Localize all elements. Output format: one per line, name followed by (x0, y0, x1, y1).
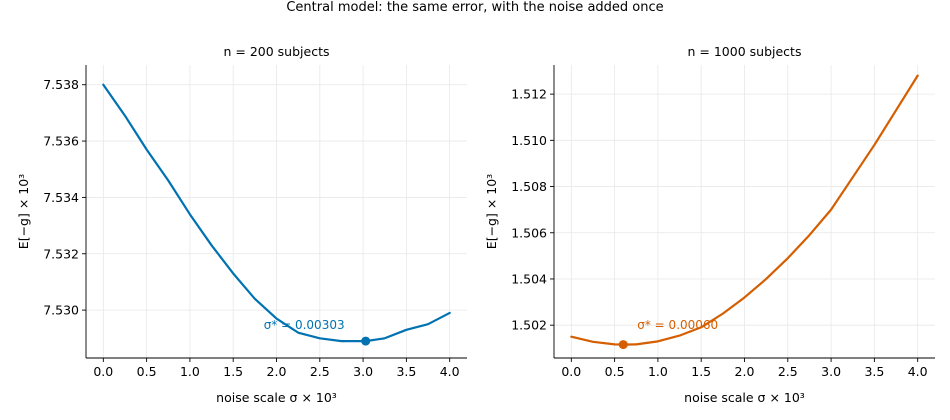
optimum-point (618, 340, 628, 350)
y-tick-label: 1.508 (511, 179, 547, 194)
x-tick-label: 2.5 (778, 364, 798, 379)
x-tick-label: 3.0 (353, 364, 373, 379)
x-tick-label: 3.0 (821, 364, 841, 379)
y-tick-label: 1.506 (511, 225, 547, 240)
series-line (102, 83, 451, 343)
y-tick-label: 1.512 (511, 87, 547, 102)
panel-title: n = 200 subjects (224, 44, 330, 59)
x-tick-label: 1.5 (691, 364, 711, 379)
x-tick-label: 0.5 (605, 364, 625, 379)
y-axis-label: E[−g] × 10³ (16, 174, 31, 249)
optimum-annotation: σ* = 0.00060 (637, 318, 718, 332)
x-tick-label: 0.0 (93, 364, 113, 379)
y-tick-label: 7.534 (43, 190, 79, 205)
optimum-point (361, 336, 371, 346)
x-axis-label: noise scale σ × 10³ (684, 390, 805, 405)
x-tick-label: 3.5 (396, 364, 416, 379)
y-tick-label: 1.510 (511, 133, 547, 148)
x-tick-label: 0.0 (561, 364, 581, 379)
x-tick-label: 1.0 (648, 364, 668, 379)
y-tick-label: 7.532 (43, 246, 79, 261)
grid (554, 65, 935, 358)
y-axis-label: E[−g] × 10³ (484, 174, 499, 249)
y-tick-label: 1.504 (511, 271, 547, 286)
x-axis-label: noise scale σ × 10³ (216, 390, 337, 405)
grid (86, 65, 467, 358)
x-tick-label: 2.0 (735, 364, 755, 379)
y-tick-label: 7.530 (43, 303, 79, 318)
x-tick-label: 1.5 (223, 364, 243, 379)
y-tick-label: 7.538 (43, 77, 79, 92)
panel-left: 0.0 0.5 1.0 1.5 2.0 2.5 3.0 3.5 4.0 7.530 7.532 7.5… (16, 44, 467, 405)
panel-right: 0.0 0.5 1.0 1.5 2.0 2.5 3.0 3.5 4.0 1.502 1.504 1.5… (484, 44, 935, 405)
x-tick-label: 2.0 (267, 364, 287, 379)
y-tick-label: 7.536 (43, 134, 79, 149)
x-tick-label: 1.0 (180, 364, 200, 379)
optimum-annotation: σ* = 0.00303 (264, 318, 345, 332)
x-tick-label: 4.0 (908, 364, 928, 379)
x-tick-label: 3.5 (864, 364, 884, 379)
x-tick-label: 4.0 (440, 364, 460, 379)
panel-title: n = 1000 subjects (688, 44, 802, 59)
x-tick-label: 0.5 (137, 364, 157, 379)
figure-suptitle: Central model: the same error, with the … (286, 0, 663, 15)
x-tick-label: 2.5 (310, 364, 330, 379)
y-tick-label: 1.502 (511, 318, 547, 333)
